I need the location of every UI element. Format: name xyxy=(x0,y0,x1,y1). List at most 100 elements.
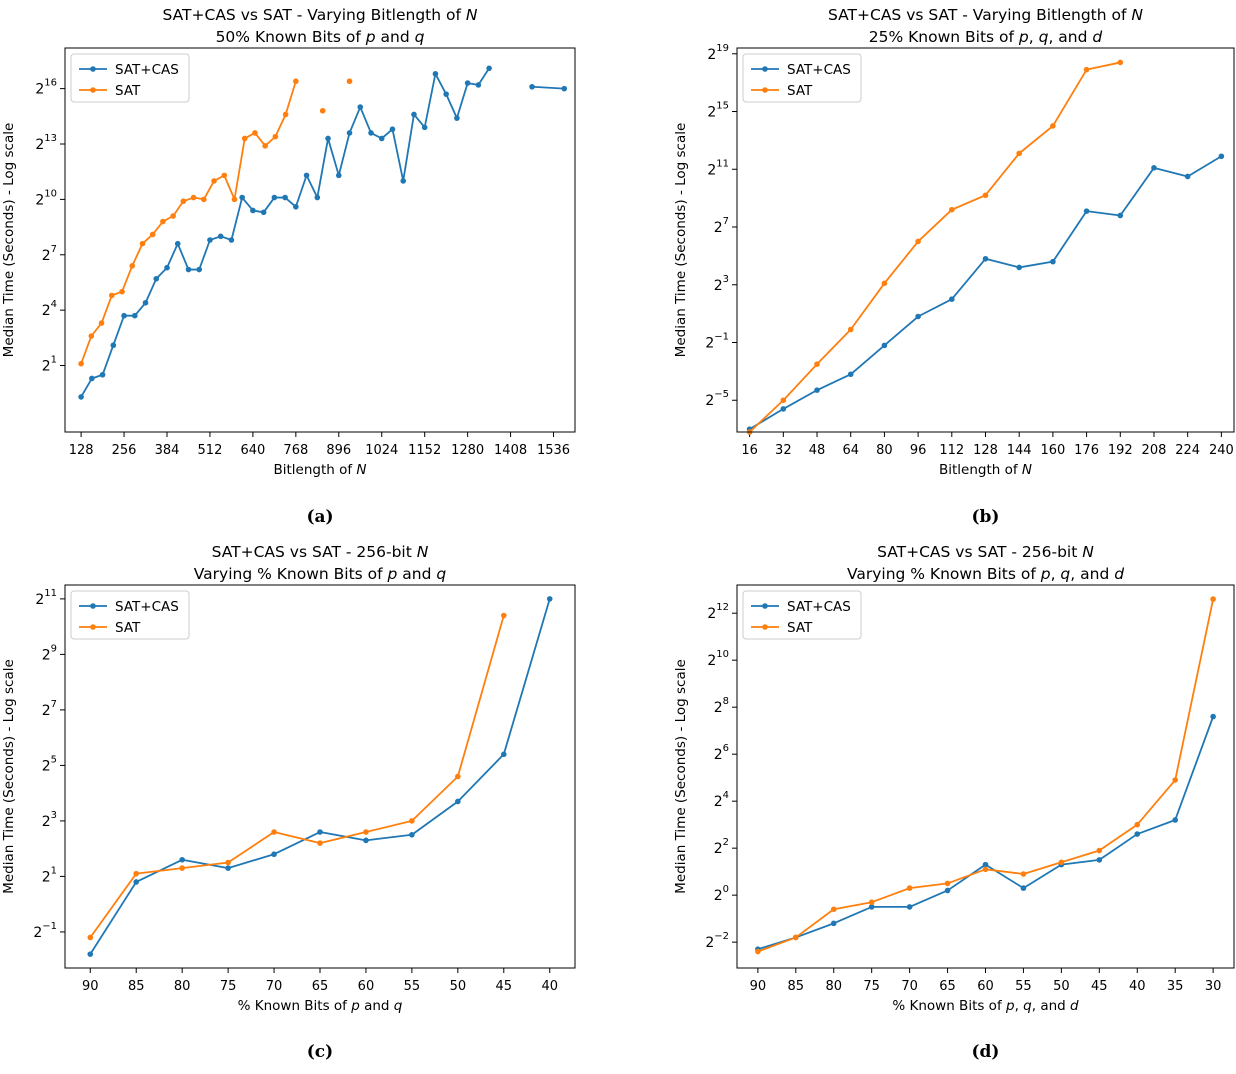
chart-panel-d: SAT+CAS vs SAT - 256-bit N Varying % Know… xyxy=(618,535,1236,1070)
x-tick-label: 16 xyxy=(741,443,758,458)
plot-frame xyxy=(736,47,1235,433)
chart-title-line1: SAT+CAS vs SAT - Varying Bitlength of N xyxy=(828,6,1143,24)
x-tick-label: 112 xyxy=(939,443,964,458)
y-tick-label: 213 xyxy=(35,133,57,153)
data-point-sat-cas xyxy=(153,275,160,282)
data-point-sat xyxy=(949,206,955,213)
x-tick-label: 144 xyxy=(1007,443,1032,458)
plot-frame xyxy=(736,584,1235,969)
y-tick-label: 23 xyxy=(714,274,729,294)
x-tick-label: 896 xyxy=(326,443,351,458)
x-tick-label: 240 xyxy=(1209,443,1234,458)
y-tick-label: 2−2 xyxy=(705,931,729,951)
y-tick-label: 212 xyxy=(707,602,729,622)
x-tick-label: 65 xyxy=(312,979,329,994)
data-point-sat-cas xyxy=(303,172,310,179)
x-tick-label: 768 xyxy=(283,443,308,458)
data-point-sat-cas xyxy=(282,194,288,201)
data-point-sat-cas xyxy=(1020,885,1027,891)
data-point-sat-cas xyxy=(881,342,888,349)
legend-marker xyxy=(90,624,96,630)
data-point-sat xyxy=(982,192,989,199)
legend-label: SAT+CAS xyxy=(115,62,179,78)
y-tick-label: 27 xyxy=(42,244,57,264)
data-point-sat-cas xyxy=(1050,258,1056,265)
data-point-sat xyxy=(129,263,136,269)
data-point-sat xyxy=(944,880,951,887)
data-point-sat-cas xyxy=(830,920,837,927)
data-point-sat-cas xyxy=(325,135,331,142)
data-point-sat-cas xyxy=(250,207,256,214)
data-point-sat-cas xyxy=(89,375,95,382)
x-tick-label: 1408 xyxy=(494,443,527,458)
x-tick-label: 85 xyxy=(788,979,805,994)
y-tick-label: 2−5 xyxy=(705,389,729,409)
data-point-sat xyxy=(201,196,207,203)
data-point-sat xyxy=(500,612,507,619)
data-point-sat-cas xyxy=(1016,264,1022,271)
data-point-sat xyxy=(282,111,289,118)
series-line-sat xyxy=(749,61,1121,433)
y-tick-label: 2−1 xyxy=(33,921,57,941)
data-point-sat-cas xyxy=(335,172,342,179)
x-tick-label: 85 xyxy=(128,979,145,994)
data-point-sat xyxy=(133,870,140,877)
data-point-sat xyxy=(847,326,854,333)
data-point-sat xyxy=(231,196,238,203)
y-tick-label: 26 xyxy=(714,743,729,763)
data-point-sat xyxy=(98,320,105,326)
data-point-sat xyxy=(149,231,156,238)
x-tick-label: 64 xyxy=(842,443,859,458)
data-point-sat-cas xyxy=(378,135,385,142)
legend-label: SAT+CAS xyxy=(115,599,179,615)
data-point-sat xyxy=(88,333,95,339)
y-tick-label: 24 xyxy=(714,790,729,810)
data-point-sat xyxy=(252,130,258,136)
x-tick-label: 90 xyxy=(82,979,99,994)
x-tick-label: 208 xyxy=(1142,443,1167,458)
data-point-sat-cas xyxy=(944,887,951,894)
data-point-sat-cas xyxy=(121,312,127,319)
legend-label: SAT xyxy=(787,620,813,636)
data-point-sat xyxy=(272,133,279,140)
x-tick-label: 128 xyxy=(973,443,998,458)
x-tick-label: 640 xyxy=(240,443,265,458)
data-point-sat-cas xyxy=(207,237,213,243)
x-tick-label: 50 xyxy=(1053,979,1070,994)
x-tick-label: 80 xyxy=(876,443,893,458)
chart-panel-a: SAT+CAS vs SAT - Varying Bitlength of N 5… xyxy=(0,0,618,535)
data-point-sat xyxy=(179,865,185,871)
y-tick-label: 21 xyxy=(42,355,57,375)
data-point-sat-cas xyxy=(454,115,460,121)
panel-label: (c) xyxy=(307,1042,333,1062)
data-point-sat xyxy=(78,360,84,367)
data-point-sat xyxy=(455,773,461,780)
series-line-sat xyxy=(80,80,297,365)
data-point-sat-cas xyxy=(142,299,149,306)
data-point-sat xyxy=(982,866,989,873)
data-point-sat xyxy=(780,397,787,404)
x-tick-label: 176 xyxy=(1074,443,1099,458)
x-tick-label: 55 xyxy=(1015,979,1032,994)
legend-marker xyxy=(762,624,768,630)
data-point-sat xyxy=(87,934,94,941)
chart-title-line2: Varying % Known Bits of p, q, and d xyxy=(847,565,1124,583)
x-tick-label: 75 xyxy=(863,979,880,994)
legend-label: SAT xyxy=(115,83,141,99)
data-point-sat-cas xyxy=(546,596,553,602)
x-tick-label: 60 xyxy=(358,979,375,994)
data-point-sat-cas xyxy=(411,111,417,118)
data-point-sat xyxy=(108,292,115,299)
data-point-sat xyxy=(139,240,146,247)
x-axis-label: Bitlength of N xyxy=(939,462,1032,478)
y-tick-label: 27 xyxy=(714,216,729,236)
data-point-sat-cas xyxy=(271,194,278,201)
data-point-sat-cas xyxy=(814,387,820,393)
x-tick-label: 50 xyxy=(450,979,467,994)
y-tick-label: 25 xyxy=(42,754,57,774)
data-point-sat-cas xyxy=(363,837,369,844)
chart-a: SAT+CAS vs SAT - Varying Bitlength of N 5… xyxy=(1,6,576,527)
x-tick-label: 224 xyxy=(1175,443,1200,458)
chart-panel-b: SAT+CAS vs SAT - Varying Bitlength of N 2… xyxy=(618,0,1236,535)
data-point-sat-cas xyxy=(217,233,224,240)
